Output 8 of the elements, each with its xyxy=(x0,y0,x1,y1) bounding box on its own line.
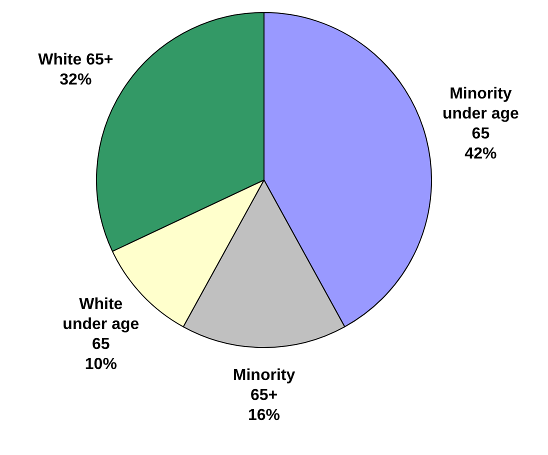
data-label: 42% xyxy=(464,145,497,162)
slice-label: White 65+ xyxy=(38,51,114,68)
data-label: 16% xyxy=(248,406,280,424)
slice-label: Minority 65+ xyxy=(232,366,296,404)
slice-label: White under age 65 xyxy=(62,296,140,353)
slice-label: Minority under age 65 xyxy=(442,85,520,142)
data-label: 32% xyxy=(60,71,92,88)
data-label: 10% xyxy=(84,356,117,373)
